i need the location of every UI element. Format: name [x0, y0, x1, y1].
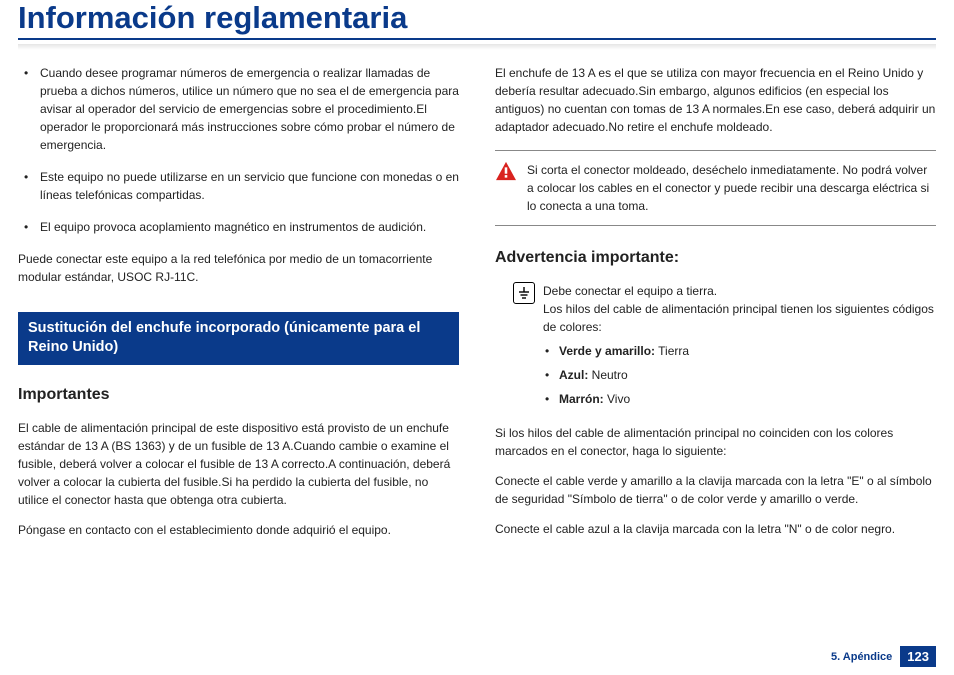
bullet-item: El equipo provoca acoplamiento magnético… [18, 218, 459, 236]
paragraph: Puede conectar este equipo a la red tele… [18, 250, 459, 286]
color-label: Azul: [559, 368, 588, 382]
paragraph: Conecte el cable azul a la clavija marca… [495, 520, 936, 538]
ground-block: Debe conectar el equipo a tierra. Los hi… [513, 282, 936, 414]
subheading-advertencia: Advertencia importante: [495, 246, 936, 270]
color-value: Tierra [655, 344, 689, 358]
paragraph: El enchufe de 13 A es el que se utiliza … [495, 64, 936, 136]
color-label: Verde y amarillo: [559, 344, 655, 358]
paragraph: Póngase en contacto con el establecimien… [18, 521, 459, 539]
bullet-item: Este equipo no puede utilizarse en un se… [18, 168, 459, 204]
footer-chapter: 5. Apéndice [831, 651, 892, 663]
page-footer: 5. Apéndice 123 [831, 646, 936, 667]
ground-paragraph: Los hilos del cable de alimentación prin… [543, 300, 936, 336]
color-value: Vivo [604, 392, 630, 406]
color-code-list: Verde y amarillo: Tierra Azul: Neutro Ma… [543, 342, 936, 408]
ground-intro: Debe conectar el equipo a tierra. [543, 282, 936, 300]
color-code-item: Verde y amarillo: Tierra [543, 342, 936, 360]
bullet-item: Cuando desee programar números de emerge… [18, 64, 459, 154]
warning-icon [495, 161, 517, 181]
document-page: Información reglamentaria Cuando desee p… [0, 0, 954, 551]
warning-callout: Si corta el conector moldeado, deséchelo… [495, 150, 936, 226]
column-right: El enchufe de 13 A es el que se utiliza … [495, 64, 936, 551]
ground-icon [513, 282, 535, 304]
title-shadow [18, 44, 936, 50]
footer-page-number: 123 [900, 646, 936, 667]
content-columns: Cuando desee programar números de emerge… [18, 64, 936, 551]
paragraph: Si los hilos del cable de alimentación p… [495, 424, 936, 460]
warning-text: Si corta el conector moldeado, deséchelo… [527, 161, 936, 215]
bullet-list: Cuando desee programar números de emerge… [18, 64, 459, 236]
color-label: Marrón: [559, 392, 604, 406]
page-title: Información reglamentaria [18, 0, 936, 38]
color-code-item: Marrón: Vivo [543, 390, 936, 408]
column-left: Cuando desee programar números de emerge… [18, 64, 459, 551]
paragraph: Conecte el cable verde y amarillo a la c… [495, 472, 936, 508]
section-heading-band: Sustitución del enchufe incorporado (úni… [18, 312, 459, 365]
paragraph: El cable de alimentación principal de es… [18, 419, 459, 509]
subheading-importantes: Importantes [18, 383, 459, 407]
color-code-item: Azul: Neutro [543, 366, 936, 384]
ground-text: Debe conectar el equipo a tierra. Los hi… [543, 282, 936, 414]
color-value: Neutro [588, 368, 627, 382]
title-wrap: Información reglamentaria [18, 0, 936, 40]
